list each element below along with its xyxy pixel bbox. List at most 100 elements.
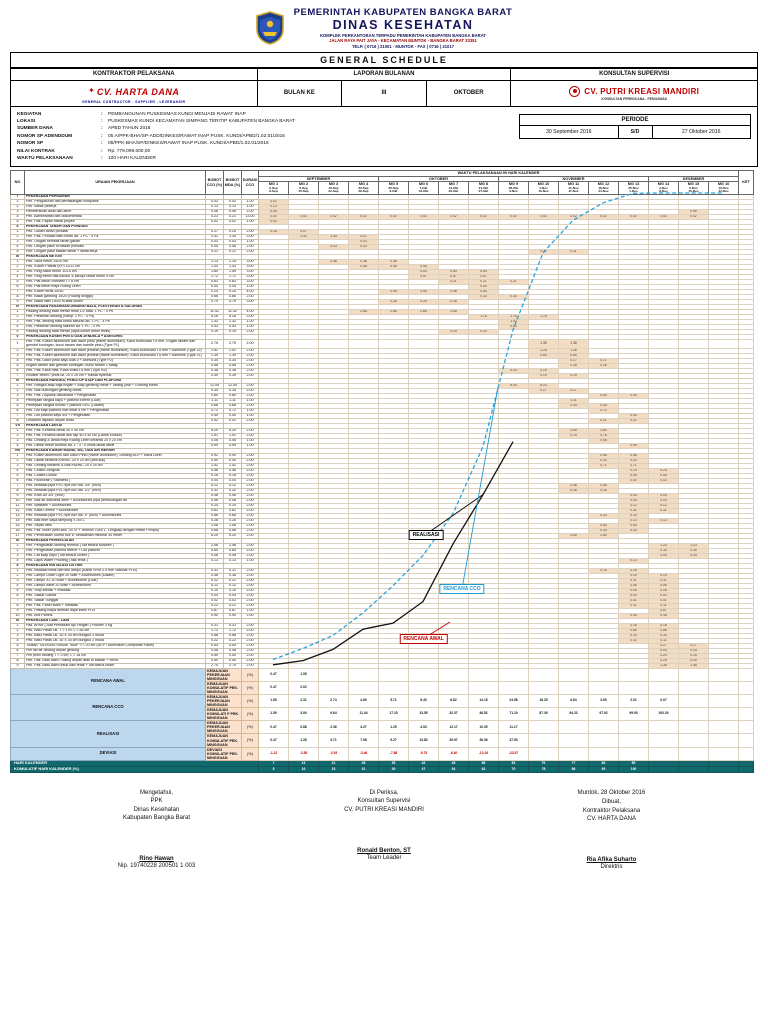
week-cell: 4.80 — [348, 693, 379, 709]
week-cell: 0.47 — [258, 720, 289, 735]
week-date-start: 16-Des — [718, 185, 729, 190]
week-cell — [648, 720, 679, 735]
week-date-end: 17-Nov — [568, 189, 579, 194]
scale-label: KOMULATIF HARI KALENDER (%) — [10, 765, 259, 773]
week-cell: -2.55 — [288, 746, 319, 761]
periode-title: PERIODE — [520, 115, 750, 126]
week-date-start: 28-Okt — [508, 185, 519, 190]
week-cell: 46.52 — [468, 707, 499, 722]
week-date-start: 18-Nov — [598, 185, 609, 190]
week-date-end: 10-Nov — [538, 189, 549, 194]
scale-row: HARI KALENDER 7 14 21 28 35 42 49 56 63 70 77 84 90 — [10, 759, 755, 767]
week-cell — [438, 338, 469, 349]
week-cell: 1.55 — [288, 667, 319, 682]
week-cell — [408, 338, 439, 349]
info-value: PEMBANGUNAN PUSKESMAS KUNDI MENJADI RAWA… — [108, 111, 246, 117]
week-dates: 23-Sep 29-Sep — [349, 186, 378, 194]
week-cell: 8.82 — [438, 693, 469, 709]
summary-desc: KEMAJUAN PEKERJAAN MINGGUAN — [205, 667, 242, 682]
week-cell — [558, 667, 589, 682]
schedule-area: NO URAIAN PEKERJAAN BOBOT CCO (%) BOBOT MDA… — [10, 170, 758, 773]
consultant-logo-icon — [569, 85, 581, 97]
week-cell — [528, 733, 559, 748]
week-header: MG 8 21-Okt 27-Okt — [468, 181, 499, 195]
week-date-start: 7-Okt — [419, 185, 428, 190]
week-cell — [528, 720, 559, 735]
sig-left-l4: Kabupaten Bangka Barat — [122, 815, 191, 822]
week-cell: 87.39 — [528, 707, 559, 722]
project-info-row: NOMOR SP ADENDDUM:05.A/PPK-BHA/SP-ADD/DI… — [17, 133, 509, 140]
ket-cell — [738, 667, 755, 682]
header-row-1: NO URAIAN PEKERJAAN BOBOT CCO (%) BOBOT MDA… — [10, 170, 755, 195]
scale-cell: 8 — [258, 765, 289, 773]
sig-right-l3: CV. HARTA DANA — [587, 816, 636, 823]
periode-from: 30 September 2016 — [520, 125, 619, 138]
ket-cell — [738, 680, 755, 695]
week-cell: 2.36 — [318, 720, 349, 735]
col-bobot-mda: BOBOT MDA (%) — [223, 170, 242, 195]
scale-cell — [707, 765, 740, 773]
info-value: Rp. 779.099.000,00 — [108, 148, 151, 154]
week-date-end: 27-Okt — [478, 189, 489, 194]
week-cell: 1.38 — [528, 338, 559, 349]
summary-unit: (%) — [241, 680, 259, 695]
week-date-start: 9-Sep — [299, 185, 308, 190]
week-dates: 30-Sep 6-Okt — [379, 186, 408, 194]
week-cell — [678, 733, 709, 748]
periode-sd: S/D — [619, 125, 653, 138]
week-date-start: 21-Okt — [478, 185, 489, 190]
summary-row: KEMAJUAN KOMULATI F PEK. MINGGUAN (%) 1.59… — [11, 707, 755, 722]
signature-konsultan: Di Periksa, Konsultan Supervisi CV. PUTR… — [272, 789, 497, 871]
week-cell — [498, 338, 529, 349]
week-cell: 5.71 — [378, 693, 409, 709]
week-cell — [588, 746, 619, 761]
week-cell: 71.10 — [498, 707, 529, 722]
week-cell: 32.37 — [438, 707, 469, 722]
summary-group-label: RENCANA CCO — [10, 693, 206, 722]
week-cell — [588, 338, 619, 349]
ket-cell — [738, 338, 755, 349]
week-date-start: 4-Nov — [539, 185, 548, 190]
scale-cell: 62 — [468, 765, 499, 773]
bulan-ke-label: BULAN KE — [258, 80, 343, 106]
summary-group-label: DEVIASI — [10, 746, 206, 761]
week-cell — [678, 693, 709, 709]
week-cell — [438, 680, 469, 695]
week-cell: -6.40 — [438, 746, 469, 761]
bulan-month: OKTOBER — [453, 90, 484, 96]
week-cell — [707, 680, 740, 695]
week-mg: MG 3 — [328, 182, 339, 187]
week-date-end: 15-Des — [688, 189, 699, 194]
letterhead-text: PEMERINTAH KABUPATEN BANGKA BARAT DINAS … — [294, 7, 513, 49]
item-uraian: Pek. Pas. Kusen aluminium dan daun pintu… — [24, 338, 206, 349]
week-date-end: 8-Sep — [269, 189, 278, 194]
week-cell: 0.47 — [258, 667, 289, 682]
week-cell: -10.16 — [468, 746, 499, 761]
week-cell — [707, 693, 740, 709]
week-cell: 2.74 — [318, 693, 349, 709]
week-cell — [707, 667, 740, 682]
week-cell: -7.88 — [378, 746, 409, 761]
col-durasi: DURASI CCO — [241, 170, 259, 195]
week-cell: -3.46 — [348, 746, 379, 761]
scale-cell: 100 — [618, 765, 649, 773]
week-cell — [528, 746, 559, 761]
week-cell — [348, 338, 379, 349]
scale-cell: 39 — [378, 765, 409, 773]
sig-right-l1: Dibuat, — [601, 799, 621, 806]
week-dates: 21-Okt 27-Okt — [469, 185, 498, 194]
week-cell: 10.39 — [468, 720, 499, 735]
week-cell — [648, 746, 679, 761]
sig-right-l2: Kontraktor Pelaksana — [582, 807, 641, 814]
week-cell: 13.80 — [408, 733, 439, 748]
scale-cell: 16 — [288, 765, 319, 773]
info-colon: : — [101, 133, 103, 139]
week-cell: 2.31 — [288, 693, 319, 709]
week-cell: 2.01 — [618, 693, 649, 709]
address-line-3: TELP. ( 0716 ) 21001 - MUNTOK - FAX ( 07… — [351, 43, 454, 49]
week-header: MG 12 18-Nov 24-Nov — [588, 181, 619, 195]
header-row-months: SEPTEMBER OKTOBER NOVEMBER DESEMBER — [11, 175, 754, 183]
sig-left-name: Rino Hawan — [139, 856, 174, 863]
week-cell — [318, 338, 349, 349]
week-mg: MG 15 — [687, 182, 700, 187]
